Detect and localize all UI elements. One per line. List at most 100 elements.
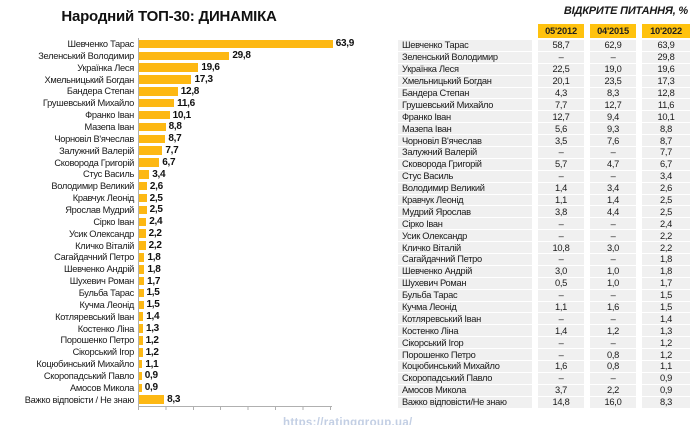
- bar: [139, 395, 165, 404]
- bar-value: 8,7: [168, 133, 182, 145]
- table-value-2015: 9,4: [590, 111, 636, 123]
- table-row-name: Бандера Степан: [398, 87, 532, 99]
- table-value-2015: 0,8: [590, 361, 636, 372]
- table-value-2015: 3,0: [590, 242, 636, 254]
- table-value-2022: 1,2: [642, 337, 690, 349]
- table-value-2012: 5,7: [538, 158, 584, 170]
- chart-row: Усик Олександр 2,2: [0, 227, 394, 240]
- table-value-2012: –: [538, 337, 584, 349]
- bar: [139, 51, 230, 61]
- bar-value: 6,7: [162, 157, 176, 169]
- bar: [139, 336, 143, 345]
- table-value-2012: 12,7: [538, 111, 584, 123]
- table-value-2012: –: [538, 218, 584, 230]
- table-row-name: Важко відповісти/Не знаю: [398, 396, 532, 408]
- bar-label: Шухевич Роман: [69, 276, 135, 287]
- bar-area: 1,3: [138, 322, 394, 335]
- table-value-2015: 23,5: [590, 75, 636, 87]
- bar-value: 1,5: [146, 299, 160, 311]
- bar: [139, 75, 192, 84]
- bar-value: 29,8: [232, 50, 251, 62]
- bar: [139, 265, 145, 274]
- bar: [139, 110, 170, 120]
- bar-area: 1,8: [138, 251, 394, 264]
- table-row-name: Шухевич Роман: [398, 277, 532, 289]
- bar-value: 8,3: [167, 394, 181, 406]
- bar: [139, 217, 147, 227]
- table-row: Амосов Микола 3,7 2,2 0,9: [398, 384, 690, 397]
- table-value-2022: 2,5: [642, 206, 690, 218]
- table-value-2012: 3,7: [538, 384, 584, 396]
- bar-area: 19,6: [138, 61, 394, 74]
- table-row-name: Мазепа Іван: [398, 123, 532, 135]
- table-value-2012: 4,3: [538, 87, 584, 99]
- bar: [139, 324, 143, 333]
- table-value-2015: –: [590, 313, 636, 325]
- table-row: Стус Василь – –3,4: [398, 170, 690, 183]
- table-value-2012: –: [538, 254, 584, 265]
- chart-row: Костенко Ліна 1,3: [0, 322, 394, 335]
- bar: [139, 359, 143, 369]
- bar-area: 0,9: [138, 370, 394, 382]
- table-value-2012: 1,6: [538, 361, 584, 372]
- bar-value: 2,5: [149, 192, 163, 204]
- table-value-2015: 4,4: [590, 206, 636, 218]
- bar-area: 7,7: [138, 144, 394, 157]
- table-row: Бульба Тарас – –1,5: [398, 289, 690, 302]
- table-value-2012: –: [538, 349, 584, 361]
- bar-chart: Народний ТОП-30: ДИНАМІКА Шевченко Тарас…: [0, 8, 394, 410]
- table-row-name: Сікорський Ігор: [398, 337, 532, 349]
- table-value-2022: 1,1: [642, 361, 690, 372]
- table-row: Кличко Віталій 10,8 3,0 2,2: [398, 242, 690, 254]
- table-value-2012: 1,4: [538, 182, 584, 194]
- table-row: Шухевич Роман 0,5 1,0 1,7: [398, 277, 690, 290]
- bar-value: 1,1: [145, 358, 159, 370]
- table-value-2015: –: [590, 372, 636, 384]
- column-header-2022: 10'2022: [642, 24, 690, 38]
- bar-value: 1,8: [147, 251, 161, 263]
- chart-row: Коцюбинський Михайло 1,1: [0, 358, 394, 371]
- bar-area: 11,6: [138, 97, 394, 110]
- table-value-2012: 14,8: [538, 396, 584, 408]
- table-value-2022: 17,3: [642, 75, 690, 87]
- table-value-2012: 1,4: [538, 325, 584, 337]
- table-row: Скоропадський Павло – –0,9: [398, 372, 690, 385]
- table-value-2022: 8,7: [642, 135, 690, 147]
- table-value-2015: 1,0: [590, 277, 636, 289]
- table-value-2015: 0,8: [590, 349, 636, 361]
- table-value-2012: 7,7: [538, 99, 584, 111]
- chart-row: Ярослав Мудрий 2,5: [0, 204, 394, 216]
- table-value-2022: 1,5: [642, 289, 690, 301]
- bar-area: 1,4: [138, 310, 394, 323]
- table-row: Мудрий Ярослав 3,8 4,4 2,5: [398, 206, 690, 218]
- bar-label: Сковорода Григорій: [54, 157, 134, 168]
- bar-label: Важко відповісти / Не знаю: [24, 394, 135, 405]
- table-value-2015: –: [590, 289, 636, 301]
- table-value-2022: 1,8: [642, 254, 690, 265]
- bar-value: 1,2: [145, 334, 159, 346]
- table-value-2012: –: [538, 372, 584, 384]
- bar-label: Франко Іван: [85, 110, 134, 121]
- table-value-2015: 7,6: [590, 135, 636, 147]
- bar: [139, 158, 160, 167]
- table-row-name: Кучма Леонід: [398, 301, 532, 313]
- table-value-2015: 8,3: [590, 87, 636, 99]
- bar-value: 2,4: [149, 216, 163, 228]
- chart-row: Сірко Іван 2,4: [0, 215, 394, 228]
- table-row-name: Залужний Валерій: [398, 147, 532, 158]
- bar-label: Амосов Микола: [70, 382, 134, 393]
- bar-area: 1,2: [138, 334, 394, 347]
- bar: [139, 63, 199, 72]
- table-row: Котляревський Іван – –1,4: [398, 313, 690, 325]
- table-row-name: Коцюбинський Михайло: [398, 361, 532, 372]
- table-value-2015: –: [590, 51, 636, 63]
- chart-row: Амосов Микола 0,9: [0, 381, 394, 394]
- bar: [139, 288, 144, 298]
- table-value-2012: –: [538, 289, 584, 301]
- bar-value: 1,8: [147, 263, 161, 275]
- table-row-name: Українка Леся: [398, 63, 532, 75]
- table-value-2022: 63,9: [642, 40, 690, 51]
- table-value-2022: 2,2: [642, 242, 690, 254]
- chart-row: Стус Василь 3,4: [0, 168, 394, 181]
- table-value-2015: 1,0: [590, 265, 636, 277]
